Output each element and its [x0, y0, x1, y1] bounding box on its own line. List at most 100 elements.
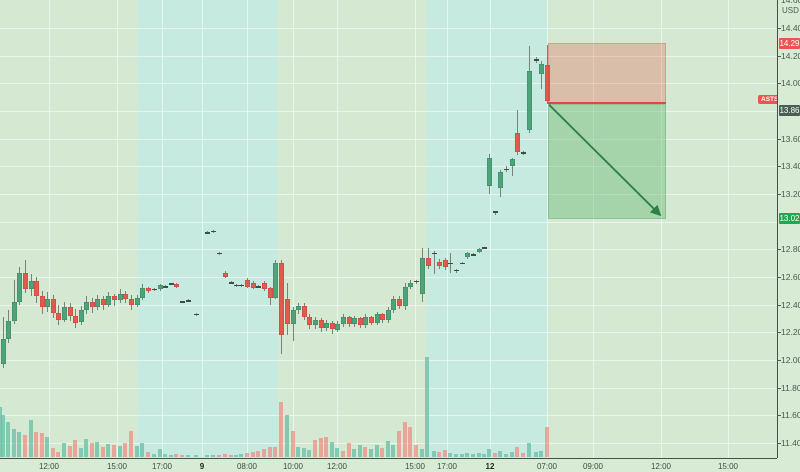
candle[interactable]	[493, 211, 498, 213]
candle[interactable]	[521, 152, 526, 154]
drawing-target-zone[interactable]	[548, 103, 666, 219]
candle[interactable]	[217, 252, 222, 255]
candle[interactable]	[239, 284, 244, 287]
candle[interactable]	[324, 322, 329, 329]
candle[interactable]	[158, 285, 163, 290]
candle[interactable]	[527, 70, 532, 131]
candle[interactable]	[448, 262, 453, 265]
candle[interactable]	[194, 313, 199, 316]
candle[interactable]	[169, 283, 174, 285]
candle[interactable]	[95, 299, 100, 308]
candle[interactable]	[84, 301, 89, 311]
price-axis[interactable]: 14.60 USD 14.40 14.20 14.00 13.60 13.40 13.20…	[777, 0, 800, 458]
candle[interactable]	[205, 232, 210, 234]
candle[interactable]	[426, 257, 431, 266]
candle[interactable]	[375, 314, 380, 323]
candle[interactable]	[68, 307, 73, 316]
candle[interactable]	[129, 299, 134, 305]
candle[interactable]	[112, 296, 117, 301]
candle[interactable]	[123, 293, 128, 299]
candle[interactable]	[307, 317, 312, 326]
candle[interactable]	[352, 318, 357, 324]
candle[interactable]	[6, 321, 11, 340]
candle[interactable]	[29, 281, 34, 290]
candle[interactable]	[397, 299, 402, 306]
candle[interactable]	[180, 301, 185, 303]
candle[interactable]	[17, 272, 22, 302]
candle[interactable]	[1, 339, 6, 365]
candle[interactable]	[211, 230, 216, 233]
candle[interactable]	[347, 317, 352, 324]
time-axis[interactable]: 12:00 15:00 17:00 9 08:00 10:00 12:00 15:00 17:0…	[0, 458, 800, 472]
candle[interactable]	[471, 254, 476, 256]
candle[interactable]	[79, 310, 84, 323]
candle[interactable]	[262, 282, 267, 290]
candle[interactable]	[432, 252, 437, 255]
candle[interactable]	[268, 288, 273, 298]
chart-plot-area[interactable]	[0, 0, 777, 458]
candle[interactable]	[380, 314, 385, 320]
candle[interactable]	[358, 318, 363, 326]
candle[interactable]	[174, 283, 179, 287]
candle[interactable]	[510, 159, 515, 167]
candle[interactable]	[341, 317, 346, 324]
candle[interactable]	[534, 59, 539, 61]
candle[interactable]	[101, 299, 106, 305]
candle[interactable]	[330, 322, 335, 330]
candle[interactable]	[477, 249, 482, 253]
candle[interactable]	[319, 319, 324, 329]
candle[interactable]	[363, 317, 368, 326]
candle[interactable]	[443, 260, 448, 268]
candle[interactable]	[504, 168, 509, 171]
candle[interactable]	[487, 158, 492, 186]
candle[interactable]	[391, 299, 396, 311]
candle[interactable]	[118, 293, 123, 301]
candle[interactable]	[40, 296, 45, 308]
candle[interactable]	[465, 253, 470, 258]
candle[interactable]	[454, 269, 459, 271]
candle[interactable]	[285, 299, 290, 324]
candle[interactable]	[12, 301, 17, 322]
candle[interactable]	[23, 272, 28, 290]
candle[interactable]	[279, 263, 284, 335]
candle[interactable]	[146, 288, 151, 291]
candle[interactable]	[135, 297, 140, 305]
candle[interactable]	[369, 317, 374, 323]
candle[interactable]	[386, 310, 391, 320]
candle[interactable]	[420, 257, 425, 294]
candle[interactable]	[90, 301, 95, 308]
candle[interactable]	[152, 288, 157, 291]
candle[interactable]	[437, 261, 442, 266]
candle[interactable]	[460, 262, 465, 265]
candle[interactable]	[73, 315, 78, 323]
candle[interactable]	[302, 306, 307, 318]
candle[interactable]	[273, 263, 278, 298]
drawing-entry-line[interactable]	[548, 101, 666, 105]
candle[interactable]	[296, 306, 301, 311]
candle[interactable]	[251, 282, 256, 288]
candle[interactable]	[414, 280, 419, 283]
candle[interactable]	[482, 247, 487, 249]
candle[interactable]	[539, 64, 544, 74]
drawing-stop-zone[interactable]	[548, 43, 666, 103]
candle[interactable]	[34, 281, 39, 297]
candle[interactable]	[186, 300, 191, 302]
candle[interactable]	[51, 299, 56, 313]
candle[interactable]	[335, 324, 340, 330]
candle[interactable]	[256, 286, 261, 288]
candle[interactable]	[498, 171, 503, 189]
candle[interactable]	[106, 296, 111, 305]
candle[interactable]	[245, 279, 250, 287]
candle[interactable]	[313, 319, 318, 326]
candle[interactable]	[229, 282, 234, 284]
candle[interactable]	[56, 312, 61, 320]
candle[interactable]	[291, 310, 296, 324]
candle[interactable]	[403, 286, 408, 306]
candle[interactable]	[408, 282, 413, 287]
candle[interactable]	[515, 133, 520, 153]
candle[interactable]	[140, 288, 145, 298]
candle[interactable]	[234, 284, 239, 287]
candle[interactable]	[163, 286, 168, 288]
candle[interactable]	[223, 272, 228, 277]
candle[interactable]	[545, 65, 550, 102]
